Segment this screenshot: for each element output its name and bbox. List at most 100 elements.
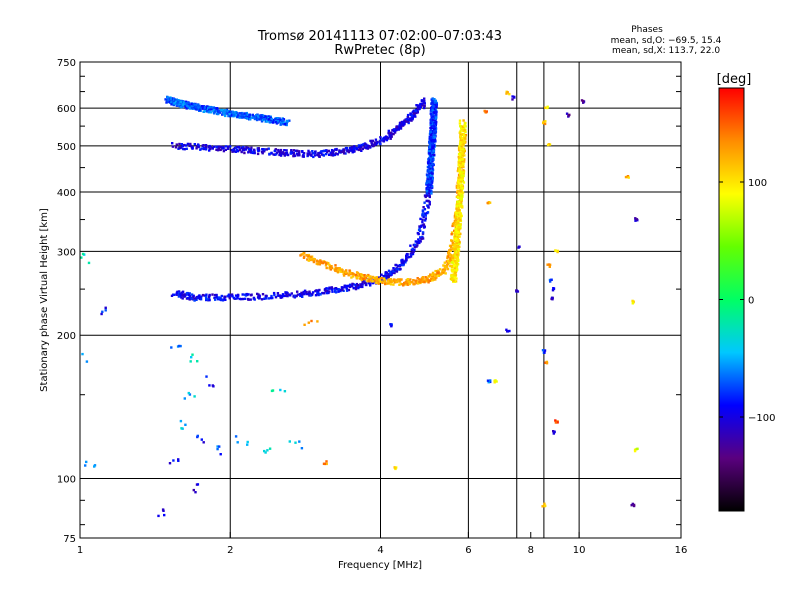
echo-point [407,120,410,123]
echo-point [213,293,217,297]
echo-point [298,151,301,155]
echo-point [545,360,549,364]
echo-point [285,152,288,155]
echo-point [426,204,429,207]
echo-point [320,150,323,153]
echo-point [209,111,213,114]
echo-point [383,277,386,280]
echo-point [411,252,415,256]
echo-point [417,238,420,241]
echo-point [282,152,285,156]
echo-point [456,186,460,189]
echo-point [420,99,424,103]
echo-point [455,217,458,220]
echo-point [259,116,263,119]
echo-point [417,107,420,110]
echo-point [379,136,382,139]
echo-point [181,293,184,297]
echo-point [381,137,385,140]
x-axis-label: Frequency [MHz] [338,560,422,571]
echo-point [318,260,322,263]
echo-point [279,123,282,126]
echo-point [443,265,447,269]
echo-point [377,278,380,281]
echo-point [456,257,459,260]
echo-point [179,419,183,423]
echo-point [359,283,362,286]
echo-point [433,98,436,101]
echo-point [289,152,293,155]
echo-point [368,276,371,279]
echo-point [419,105,422,109]
echo-point [429,183,432,186]
echo-point [282,294,285,298]
echo-point [398,264,402,267]
echo-point [458,235,461,238]
echo-point [240,111,244,115]
echo-point [77,353,79,355]
echo-point [349,271,352,275]
echo-point [457,223,461,226]
echo-point [270,117,273,121]
echo-point [410,114,414,117]
echo-point [460,154,463,157]
echo-point [371,139,374,143]
echo-point [249,294,253,297]
echo-point [288,440,291,443]
echo-point [188,144,191,147]
echo-point [270,389,274,393]
echo-point [463,154,466,157]
echo-point [453,242,456,245]
echo-point [295,294,298,298]
y-axis: 75 100 200 300 400 500 600 750 [57,58,681,545]
echo-point [409,278,412,281]
echo-point [431,169,434,172]
echo-point [311,258,314,262]
echo-point [455,212,458,215]
echo-point [412,279,415,282]
echo-point [461,137,464,140]
echo-point [212,385,215,388]
echo-point [195,147,198,150]
echo-point [235,113,238,116]
echo-point [457,184,460,187]
echo-point [172,293,176,296]
echo-point [369,139,372,143]
echo-point [427,199,430,203]
echo-point [357,286,360,290]
echo-point [191,353,194,356]
echo-point [171,142,174,145]
echo-point [414,280,417,283]
echo-point [431,143,435,147]
echo-point [238,112,241,115]
echo-point [235,297,238,300]
echo-point [236,441,239,444]
echo-point [411,118,414,121]
echo-points [77,90,639,518]
echo-point [457,219,460,222]
echo-point [358,285,362,288]
echo-point [198,108,202,111]
echo-point [462,148,465,152]
echo-point [323,292,326,295]
echo-point [301,155,305,158]
echo-point [410,119,413,122]
echo-point [284,294,287,298]
echo-point [177,290,181,293]
echo-point [320,151,323,154]
echo-point [179,105,183,109]
echo-point [168,97,171,100]
echo-point [354,273,358,277]
echo-point [213,112,216,115]
echo-point [450,231,454,234]
echo-point [313,154,317,157]
echo-point [393,128,396,131]
echo-point [211,146,214,149]
echo-point [432,107,436,111]
echo-point [457,173,461,177]
echo-point [325,462,328,466]
echo-point [366,280,369,283]
echo-point [456,191,459,194]
echo-point [460,170,463,174]
echo-point [432,116,435,119]
